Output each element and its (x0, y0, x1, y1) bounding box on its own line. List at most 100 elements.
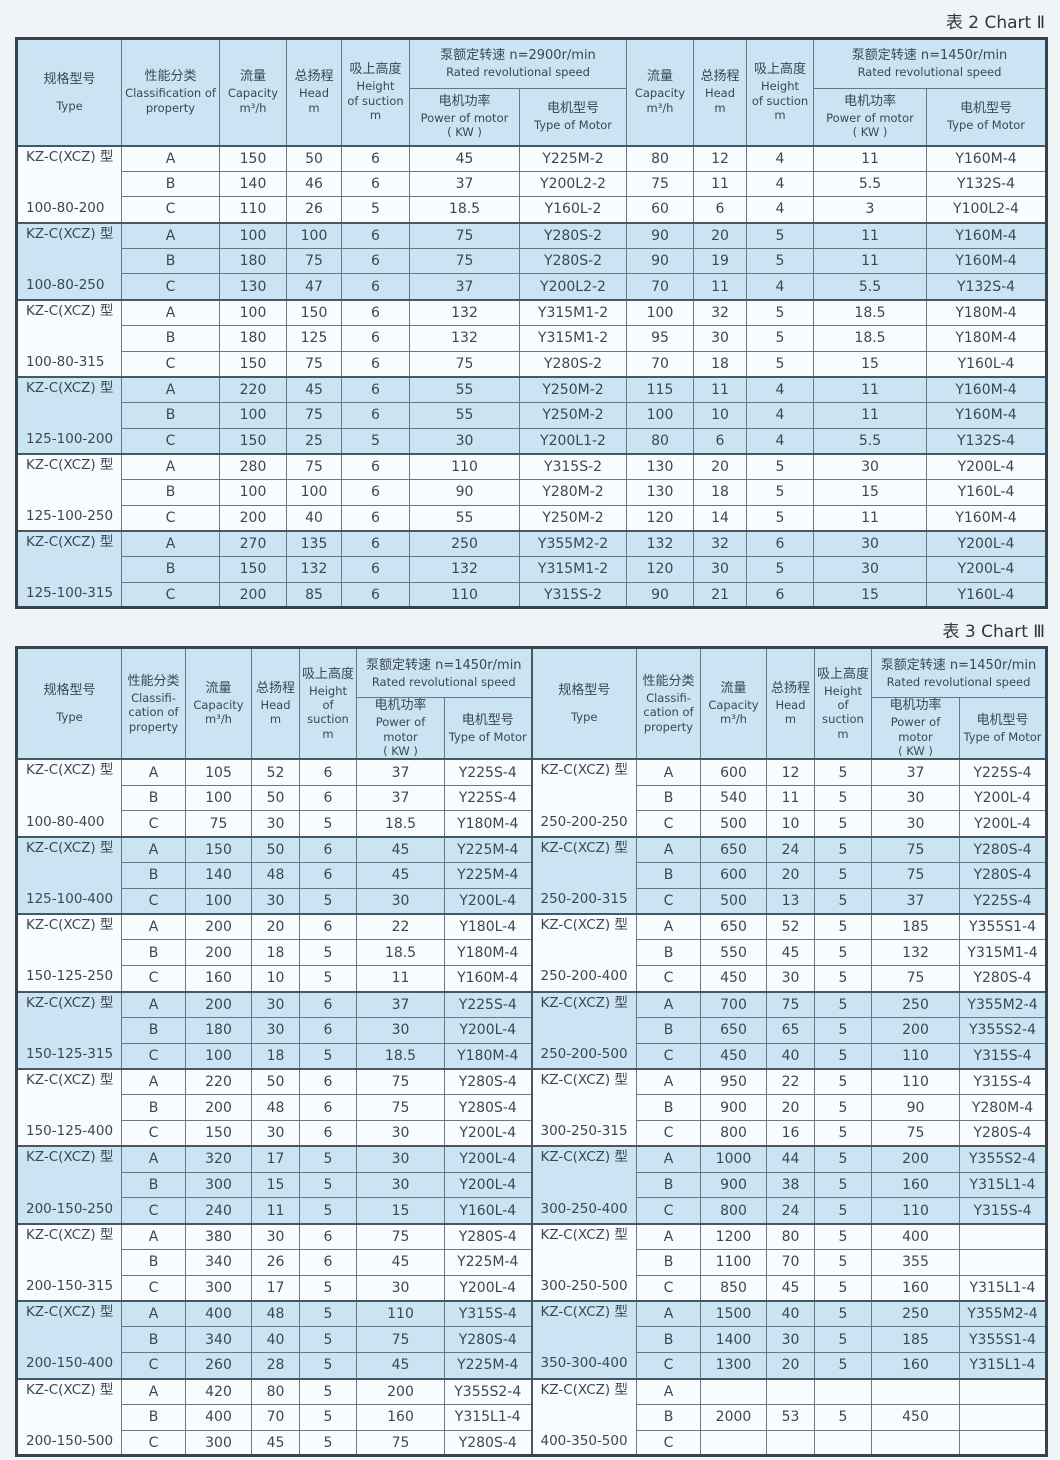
data-cell: 52 (251, 758, 300, 786)
data-cell: Y315L1-4 (959, 1171, 1047, 1199)
pump-series-label: KZ-C(XCZ) 型 (540, 1071, 628, 1088)
data-cell: 18.5 (409, 196, 520, 224)
data-cell: Y280S-4 (444, 1429, 532, 1457)
data-cell: 600 (700, 862, 767, 889)
data-cell: B (636, 1326, 701, 1354)
pump-model-cell: KZ-C(XCZ) 型 250-200-315 (530, 835, 637, 915)
data-cell: 5 (814, 862, 872, 889)
data-cell: Y225S-4 (959, 758, 1047, 786)
table-row: KZ-C(XCZ) 型 200-150-400 A 400 48 5 110 Y315S-4 K… (16, 1300, 1047, 1380)
data-cell: 25 (286, 427, 342, 455)
data-cell: 30 (871, 810, 960, 838)
data-cell: 6 (746, 529, 814, 557)
data-cell: Y180M-4 (444, 939, 532, 967)
data-cell (871, 1377, 960, 1405)
data-cell: 22 (766, 1067, 815, 1096)
table-row: C 150 30 6 30 Y200L-4 C 800 16 5 75 Y280S-4 (17, 1120, 1047, 1147)
data-cell: 53 (766, 1403, 815, 1431)
data-cell: B (121, 1249, 186, 1276)
table-row: B 300 15 5 30 Y200L-4 B 900 38 5 160 Y315L1-4 (17, 1171, 1047, 1199)
data-cell: 30 (356, 887, 445, 915)
data-cell: 5.5 (813, 273, 927, 301)
table-row: KZ-C(XCZ) 型 125-100-250 A 280 75 6 110 Y315S-2 1… (16, 452, 1047, 532)
table-row: C 200 40 6 55 Y250M-2 120 14 5 11 Y160M-4 (17, 504, 1047, 532)
data-cell: 5 (299, 810, 357, 838)
data-cell: Y200L1-2 (519, 427, 627, 455)
col-header-rated-speed-2900: 泵额定转速 n=2900r/min Rated revolutional spe… (409, 38, 627, 89)
data-cell: Y355S2-4 (959, 1145, 1047, 1173)
data-cell: 6 (746, 581, 814, 609)
data-cell: 5 (746, 221, 814, 249)
data-cell: B (121, 862, 186, 889)
pump-size-label: 250-200-250 (540, 813, 628, 830)
table-row: KZ-C(XCZ) 型 150-125-400 A 220 50 6 75 Y280S-4 KZ… (16, 1067, 1047, 1147)
data-cell: 48 (251, 1300, 300, 1328)
data-cell: 65 (766, 1016, 815, 1044)
data-cell: Y315L1-4 (959, 1352, 1047, 1380)
data-cell: 5 (814, 887, 872, 915)
table-row: C 110 26 5 18.5 Y160L-2 60 6 4 3 Y100L2-4 (17, 196, 1047, 224)
pump-series-label: KZ-C(XCZ) 型 (540, 1149, 628, 1166)
col-header-head-left: 总扬程 Head m (251, 647, 300, 760)
data-cell: Y280S-4 (444, 1067, 532, 1096)
data-cell: B (121, 784, 186, 812)
chart3-title: 表 3 Chart Ⅲ (942, 622, 1045, 643)
col-header-classification-right: 性能分类 Classifi-cation of property (636, 647, 701, 760)
data-cell: Y160L-4 (444, 1197, 532, 1225)
data-cell: 400 (185, 1300, 252, 1328)
data-cell: 50 (286, 144, 342, 172)
table-row: C 300 17 5 30 Y200L-4 C 850 45 5 160 Y315L1-4 (17, 1274, 1047, 1302)
data-cell: 30 (813, 556, 927, 583)
table-row: B 340 40 5 75 Y280S-4 B 1400 30 5 185 Y355S1-4 (17, 1326, 1047, 1354)
pump-model-cell: KZ-C(XCZ) 型 200-150-500 (16, 1377, 122, 1457)
data-cell: 30 (356, 1171, 445, 1199)
data-cell (700, 1377, 767, 1405)
data-cell: 5 (814, 1403, 872, 1431)
data-cell: 5 (814, 758, 872, 786)
data-cell: 18 (251, 1042, 300, 1070)
data-cell: 37 (409, 273, 520, 301)
data-cell: 160 (871, 1274, 960, 1302)
pump-size-label: 125-100-315 (26, 584, 114, 601)
data-cell: Y355S2-4 (959, 1016, 1047, 1044)
data-cell: C (636, 887, 701, 915)
pump-series-label: KZ-C(XCZ) 型 (26, 533, 114, 550)
data-cell: 6 (341, 581, 410, 609)
data-cell: 75 (286, 350, 342, 378)
data-cell (959, 1222, 1047, 1251)
table-row: KZ-C(XCZ) 型 150-125-250 A 200 20 6 22 Y180L-4 KZ… (16, 913, 1047, 993)
data-cell: 18 (693, 350, 747, 378)
data-cell: B (121, 1403, 186, 1431)
data-cell: 700 (700, 990, 767, 1018)
pump-series-label: KZ-C(XCZ) 型 (540, 1304, 628, 1321)
pump-size-label: 200-150-400 (26, 1355, 114, 1372)
data-cell: Y132S-4 (926, 170, 1047, 198)
data-cell: A (636, 1377, 701, 1405)
data-cell: 45 (409, 144, 520, 172)
table-row: C 150 25 5 30 Y200L1-2 80 6 4 5.5 Y132S-4 (17, 427, 1047, 455)
data-cell: 800 (700, 1197, 767, 1225)
data-cell: A (636, 835, 701, 864)
data-cell: 5 (299, 1145, 357, 1173)
data-cell: 5 (814, 913, 872, 941)
col-header-type-left: 规格型号 Type (16, 647, 122, 760)
data-cell: 70 (766, 1249, 815, 1276)
data-cell: 150 (185, 1120, 252, 1147)
data-cell: Y200L-4 (444, 1016, 532, 1044)
data-cell: 6 (341, 504, 410, 532)
table-row: C 130 47 6 37 Y200L2-2 70 11 4 5.5 Y132S-4 (17, 273, 1047, 301)
pump-model-cell: KZ-C(XCZ) 型 150-125-250 (16, 913, 122, 993)
table-row: C 260 28 5 45 Y225M-4 C 1300 20 5 160 Y315L1-4 (17, 1352, 1047, 1380)
data-cell: Y160L-4 (926, 581, 1047, 609)
table-row: KZ-C(XCZ) 型 200-150-250 A 320 17 5 30 Y200L-4 KZ… (16, 1145, 1047, 1225)
pump-series-label: KZ-C(XCZ) 型 (540, 762, 628, 779)
data-cell: 11 (251, 1197, 300, 1225)
data-cell: 18.5 (356, 939, 445, 967)
data-cell: C (636, 1120, 701, 1147)
data-cell: 75 (409, 350, 520, 378)
data-cell: C (121, 1429, 186, 1457)
data-cell: B (121, 1016, 186, 1044)
data-cell: B (121, 478, 220, 506)
data-cell: 24 (766, 835, 815, 864)
data-cell: 19 (693, 247, 747, 275)
